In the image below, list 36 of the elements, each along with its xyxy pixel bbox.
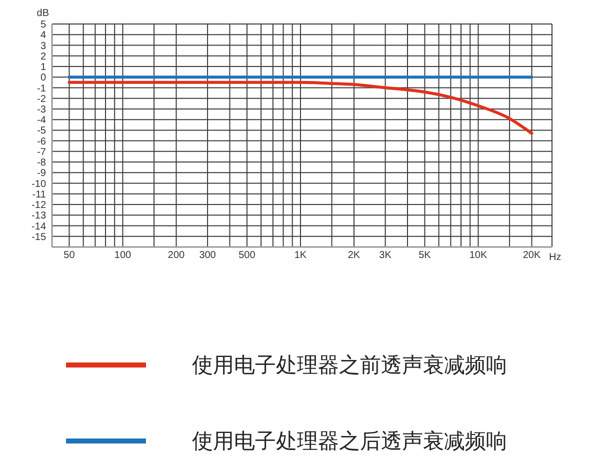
x-tick-label: 100 — [114, 250, 132, 262]
y-tick-label: -10 — [32, 178, 46, 190]
x-tick-label: 20K — [522, 250, 541, 262]
y-tick-label: -11 — [32, 189, 46, 200]
y-tick-label: -4 — [37, 115, 46, 126]
y-tick-label: 2 — [40, 51, 46, 62]
y-tick-label: -6 — [37, 136, 46, 148]
x-tick-label: 500 — [238, 250, 256, 262]
y-tick-label: -7 — [37, 146, 46, 158]
y-tick-label: -9 — [37, 168, 46, 180]
y-tick-label: 3 — [40, 40, 46, 52]
x-tick-label: 50 — [64, 250, 76, 262]
x-tick-label: 200 — [168, 250, 186, 262]
y-tick-label: 5 — [40, 20, 46, 31]
legend-label: 使用电子处理器之前透声衰减频响 — [192, 353, 507, 379]
y-tick-label: -15 — [32, 232, 46, 243]
x-tick-label: 5K — [418, 250, 432, 262]
y-tick-label: -14 — [32, 221, 46, 232]
y-tick-label: 4 — [40, 30, 46, 42]
legend-label: 使用电子处理器之后透声衰减频响 — [192, 429, 507, 455]
x-tick-label: 300 — [199, 250, 216, 262]
y-tick-label: -13 — [32, 210, 46, 222]
y-tick-label: -5 — [37, 126, 46, 137]
x-tick-label: 2K — [348, 250, 360, 262]
y-tick-label: -8 — [37, 158, 46, 169]
y-tick-label: -3 — [37, 104, 46, 116]
x-tick-label: 1K — [294, 250, 307, 262]
x-tick-label: 10K — [469, 250, 488, 262]
x-tick-label: 3K — [379, 250, 392, 262]
y-tick-label: 0 — [40, 72, 46, 84]
y-tick-label: -2 — [37, 94, 46, 105]
y-tick-label: -1 — [37, 83, 46, 94]
y-axis-title: dB — [36, 8, 50, 19]
y-tick-label: -12 — [32, 200, 46, 212]
y-tick-label: 1 — [40, 62, 46, 74]
x-axis-title: Hz — [549, 252, 562, 263]
